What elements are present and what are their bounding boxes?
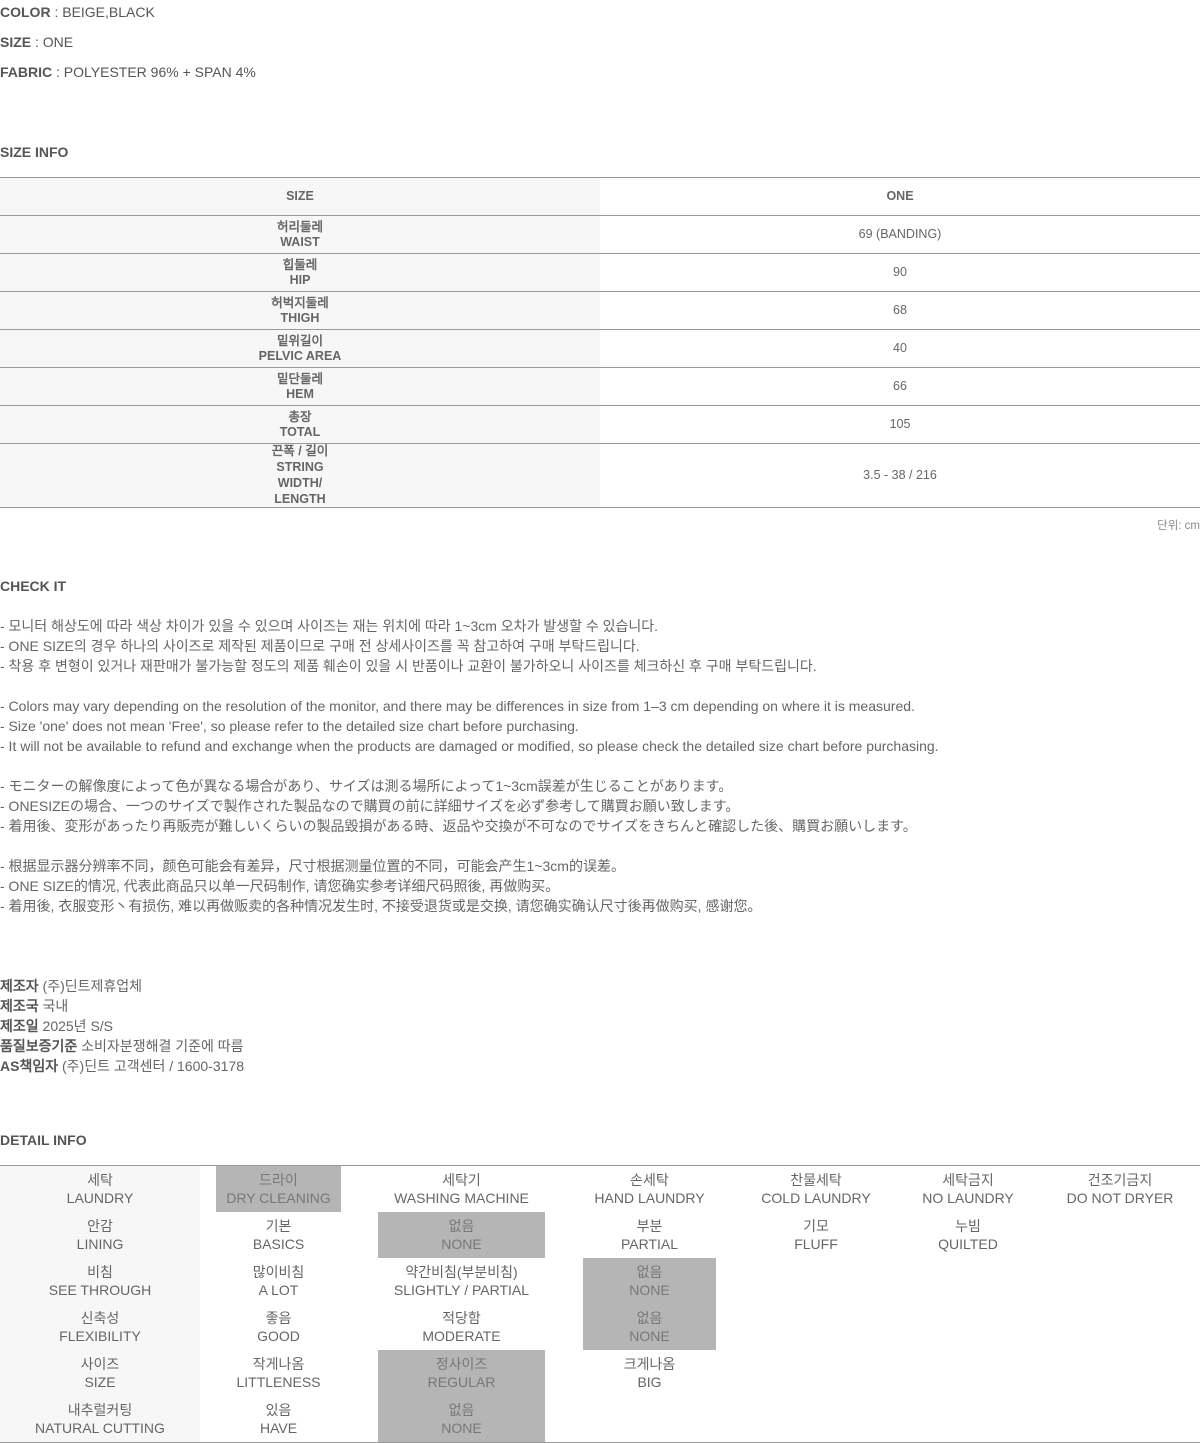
size-header-label: SIZE (0, 177, 600, 216)
detail-row-label: 내추럴커팅 NATURAL CUTTING (35, 1402, 165, 1436)
detail-info-title: DETAIL INFO (0, 1132, 87, 1148)
detail-option: 있음 HAVE (259, 1402, 298, 1436)
detail-option: 건조기금지 DO NOT DRYER (1066, 1172, 1174, 1206)
size-row-label-en: STRING WIDTH/ LENGTH (274, 460, 326, 506)
check-note: - Size 'one' does not mean 'Free', so pl… (0, 718, 579, 734)
check-note: - 모니터 해상도에 따라 색상 차이가 있을 수 있으며 사이즈는 재는 위치… (0, 618, 659, 634)
check-note: - ONESIZEの場合、一つのサイズで製作された製品なので購買の前に詳細サイズ… (0, 798, 740, 814)
maker-line: AS책임자 (주)딘트 고객센터 / 1600-3178 (0, 1058, 244, 1074)
size-row-value: 90 (600, 253, 1200, 292)
size-row-label-en: HEM (286, 386, 314, 401)
detail-option: 좋음 GOOD (257, 1310, 300, 1344)
size-table: SIZE ONE 허리둘레 WAIST 69 (BANDING) 힙둘레 HIP 90 허벅… (0, 177, 1200, 508)
detail-row-label: 세탁 LAUNDRY (66, 1172, 134, 1206)
check-note: - ONE SIZE의 경우 하나의 사이즈로 제작된 제품이므로 구매 전 상… (0, 638, 640, 654)
detail-option: 세탁기 WASHING MACHINE (394, 1172, 529, 1206)
detail-option: 기본 BASICS (252, 1218, 305, 1252)
detail-option: 정사이즈 REGULAR (378, 1350, 545, 1396)
detail-option: 크게나옴 BIG (623, 1356, 676, 1390)
spec-fabric: FABRIC : POLYESTER 96% + SPAN 4% (0, 64, 256, 80)
size-row: 힙둘레 HIP 90 (0, 253, 1200, 292)
detail-row-label: 신축성 FLEXIBILITY (59, 1310, 141, 1344)
size-row-value: 3.5 - 38 / 216 (600, 443, 1200, 508)
size-row: 총장 TOTAL 105 (0, 405, 1200, 444)
detail-option: 누빔 QUILTED (938, 1218, 998, 1252)
detail-row-label: 비침 SEE THROUGH (48, 1264, 152, 1298)
size-row-label-en: WAIST (280, 234, 320, 249)
check-it-title: CHECK IT (0, 578, 67, 594)
detail-option: 없음 NONE (583, 1258, 716, 1304)
size-row-label: 끈폭 / 길이 STRING WIDTH/ LENGTH (0, 443, 600, 508)
size-row: 밑위길이 PELVIC AREA 40 (0, 329, 1200, 368)
size-row-value: 66 (600, 367, 1200, 406)
detail-option: 약간비침(부분비침) SLIGHTLY / PARTIAL (393, 1264, 530, 1298)
spec-color: COLOR : BEIGE,BLACK (0, 4, 155, 20)
check-note: - モニターの解像度によって色が異なる場合があり、サイズは測る場所によって1~3… (0, 778, 733, 794)
size-row-label-en: HIP (289, 272, 311, 287)
size-header-value: ONE (600, 177, 1200, 216)
size-row-label-en: TOTAL (279, 424, 321, 439)
size-row-value: 40 (600, 329, 1200, 368)
maker-line: 품질보증기준 소비자분쟁해결 기준에 따름 (0, 1038, 244, 1054)
detail-option: 없음 NONE (378, 1212, 545, 1258)
detail-row-label: 안감 LINING (76, 1218, 124, 1252)
detail-option: 작게나옴 LITTLENESS (236, 1356, 321, 1390)
detail-option: 기모 FLUFF (794, 1218, 838, 1252)
check-note: - 根据显示器分辨率不同，颜色可能会有差异，尺寸根据测量位置的不同，可能会产生1… (0, 858, 625, 874)
size-row-label-en: PELVIC AREA (258, 348, 342, 363)
check-note: - 着用後, 衣服变形丶有损伤, 难以再做贩卖的各种情况发生时, 不接受退货或是… (0, 898, 762, 914)
check-note: - 着用後、変形があったり再販売が難しいくらいの製品毀損がある時、返品や交換が不… (0, 818, 917, 834)
size-header-row: SIZE ONE (0, 177, 1200, 216)
size-row-label: 총장 TOTAL (0, 405, 600, 444)
size-row-value: 69 (BANDING) (600, 215, 1200, 254)
size-row-label: 힙둘레 HIP (0, 253, 600, 292)
detail-option: 찬물세탁 COLD LAUNDRY (761, 1172, 871, 1206)
check-it-notes: - 모니터 해상도에 따라 색상 차이가 있을 수 있으며 사이즈는 재는 위치… (0, 616, 939, 916)
size-row-label-en: THIGH (280, 310, 320, 325)
size-row: 끈폭 / 길이 STRING WIDTH/ LENGTH 3.5 - 38 / 21… (0, 443, 1200, 508)
size-row: 허리둘레 WAIST 69 (BANDING) (0, 215, 1200, 254)
spec-size: SIZE : ONE (0, 34, 74, 50)
maker-line: 제조일 2025년 S/S (0, 1018, 114, 1034)
size-row-value: 68 (600, 291, 1200, 330)
unit-label: 단위: cm (1157, 520, 1200, 532)
detail-option: 많이비침 A LOT (252, 1264, 305, 1298)
size-row-label: 허리둘레 WAIST (0, 215, 600, 254)
check-note: - Colors may vary depending on the resol… (0, 698, 915, 714)
check-note: - It will not be available to refund and… (0, 738, 939, 754)
detail-option: 부분 PARTIAL (620, 1218, 679, 1252)
detail-option: 드라이 DRY CLEANING (216, 1166, 341, 1212)
check-note: - ONE SIZE的情况, 代表此商品只以单一尺码制作, 请您确实参考详细尺码… (0, 878, 560, 894)
size-info-title: SIZE INFO (0, 144, 69, 160)
detail-option: 적당함 MODERATE (422, 1310, 501, 1344)
size-row-label: 밑단둘레 HEM (0, 367, 600, 406)
size-row: 허벅지둘레 THIGH 68 (0, 291, 1200, 330)
detail-option: 없음 NONE (583, 1304, 716, 1350)
size-row-label: 허벅지둘레 THIGH (0, 291, 600, 330)
detail-option: 손세탁 HAND LAUNDRY (594, 1172, 705, 1206)
size-row: 밑단둘레 HEM 66 (0, 367, 1200, 406)
size-row-label: 밑위길이 PELVIC AREA (0, 329, 600, 368)
detail-row-label: 사이즈 SIZE (80, 1356, 120, 1390)
detail-table: 세탁 LAUNDRY 드라이 DRY CLEANING 세탁기 WASHING MACHI… (0, 1165, 1200, 1443)
size-row-value: 105 (600, 405, 1200, 444)
maker-line: 제조국 국내 (0, 998, 69, 1014)
detail-option: 없음 NONE (378, 1396, 545, 1442)
maker-line: 제조자 (주)딘트제휴업체 (0, 978, 143, 994)
check-note: - 착용 후 변형이 있거나 재판매가 불가능할 정도의 제품 훼손이 있을 시… (0, 658, 817, 674)
detail-option: 세탁금지 NO LAUNDRY (922, 1172, 1014, 1206)
